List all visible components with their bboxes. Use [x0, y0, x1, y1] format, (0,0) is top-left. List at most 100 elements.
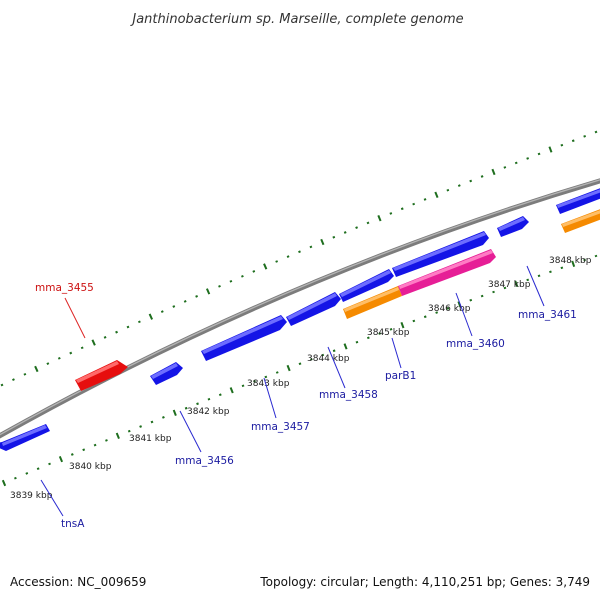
tick-mark	[321, 353, 325, 357]
tick-mark	[34, 365, 39, 373]
tick-mark	[82, 448, 86, 452]
tick-mark	[46, 362, 50, 365]
tick-mark	[583, 135, 587, 138]
tick-mark	[389, 212, 393, 215]
ruler-label-3848: 3848 kbp	[549, 256, 592, 266]
tick-mark	[207, 397, 211, 401]
tick-mark	[80, 346, 84, 350]
tick-mark	[377, 215, 382, 222]
tick-mark	[196, 402, 199, 406]
gene-feature-unlabeled-blue-2[interactable]	[497, 216, 529, 237]
gene-feature-mma-3461[interactable]	[556, 186, 600, 214]
tick-mark	[105, 439, 108, 442]
tick-mark	[366, 221, 370, 225]
tick-mark	[137, 320, 141, 324]
inner-tick-row	[1, 254, 598, 487]
tick-mark	[412, 202, 416, 206]
tick-mark	[457, 301, 462, 308]
gene-label-parB1[interactable]: parB1	[385, 370, 416, 382]
tick-mark	[205, 288, 211, 295]
gene-feature-unlabeled-orange-1[interactable]	[343, 286, 402, 319]
tick-mark	[57, 356, 61, 360]
gene-label-mma-3456[interactable]: mma_3456	[175, 455, 234, 467]
tick-mark	[218, 393, 222, 397]
tick-mark	[298, 250, 301, 254]
ruler-label-3843: 3843 kbp	[247, 379, 290, 389]
gene-features	[0, 186, 600, 451]
tick-mark	[70, 453, 74, 456]
gene-label-mma-3461[interactable]: mma_3461	[518, 309, 577, 321]
tick-mark	[469, 179, 473, 183]
tick-mark	[548, 146, 553, 153]
tick-mark	[537, 152, 541, 156]
accession-text: Accession: NC_009659	[10, 575, 146, 589]
tick-mark	[332, 235, 336, 239]
tick-mark	[126, 325, 130, 329]
tick-mark	[148, 313, 154, 320]
tick-mark	[469, 298, 473, 302]
gene-label-mma-3460[interactable]: mma_3460	[446, 338, 505, 350]
gene-feature-mma-3456[interactable]	[150, 362, 183, 385]
tick-mark	[253, 380, 256, 383]
tick-mark	[160, 310, 164, 313]
tick-mark	[229, 279, 233, 283]
tick-mark	[1, 479, 7, 487]
gene-feature-mma-3455[interactable]	[75, 360, 128, 391]
ruler-labels: 3839 kbp 3840 kbp 3841 kbp 3842 kbp 3843…	[10, 256, 592, 501]
tick-mark	[103, 335, 107, 339]
genome-summary-text: Topology: circular; Length: 4,110,251 bp…	[259, 575, 590, 589]
tick-mark	[36, 467, 40, 470]
gene-label-mma-3457[interactable]: mma_3457	[251, 421, 310, 433]
tick-mark	[286, 255, 290, 258]
tick-mark	[320, 238, 325, 246]
tick-mark	[241, 384, 245, 388]
gene-feature-mma-3458[interactable]	[286, 292, 341, 326]
gene-feature-mma-3457[interactable]	[201, 315, 287, 361]
tick-mark	[423, 198, 427, 201]
tick-mark	[400, 207, 404, 211]
tick-mark	[560, 143, 564, 147]
tick-mark	[229, 387, 234, 394]
tick-mark	[13, 476, 17, 480]
tick-mark	[492, 290, 495, 294]
tick-mark	[309, 245, 313, 249]
tick-mark	[343, 231, 347, 234]
tick-mark	[355, 226, 359, 230]
tick-mark	[115, 330, 118, 334]
tick-mark	[275, 260, 279, 263]
tick-mark	[560, 266, 564, 270]
tick-mark	[150, 420, 154, 424]
tick-mark	[332, 349, 336, 353]
tick-mark	[400, 321, 405, 329]
gene-feature-parB1[interactable]	[398, 249, 496, 296]
tick-mark	[594, 130, 598, 134]
tick-mark	[115, 432, 120, 439]
gene-feature-unlabeled-blue-1[interactable]	[339, 269, 394, 302]
gene-label-tnsA[interactable]: tnsA	[61, 518, 85, 530]
tick-mark	[172, 305, 176, 308]
gene-label-mma-3455[interactable]: mma_3455	[35, 282, 94, 294]
tick-mark	[549, 270, 552, 274]
tick-mark	[571, 260, 576, 268]
tick-mark	[435, 311, 439, 314]
label-leader-lines	[40, 265, 545, 517]
tick-mark	[537, 274, 541, 278]
genome-backbone	[0, 178, 600, 439]
tick-mark	[172, 409, 177, 416]
tick-mark	[480, 294, 484, 298]
gene-feature-unlabeled-orange-2[interactable]	[561, 207, 600, 233]
tick-mark	[23, 372, 27, 376]
tick-mark	[446, 307, 450, 310]
map-title: Janthinobacterium sp. Marseille, complet…	[129, 12, 463, 27]
tick-mark	[58, 456, 64, 463]
tick-mark	[457, 184, 461, 187]
gene-label-mma-3458[interactable]: mma_3458	[319, 389, 378, 401]
tick-mark	[309, 358, 313, 361]
tick-mark	[355, 340, 359, 344]
tick-mark	[0, 383, 4, 387]
tick-mark	[571, 139, 575, 143]
gene-feature-mma-3460[interactable]	[392, 231, 489, 277]
tick-mark	[240, 274, 244, 278]
gene-feature-tnsA[interactable]	[0, 424, 50, 451]
